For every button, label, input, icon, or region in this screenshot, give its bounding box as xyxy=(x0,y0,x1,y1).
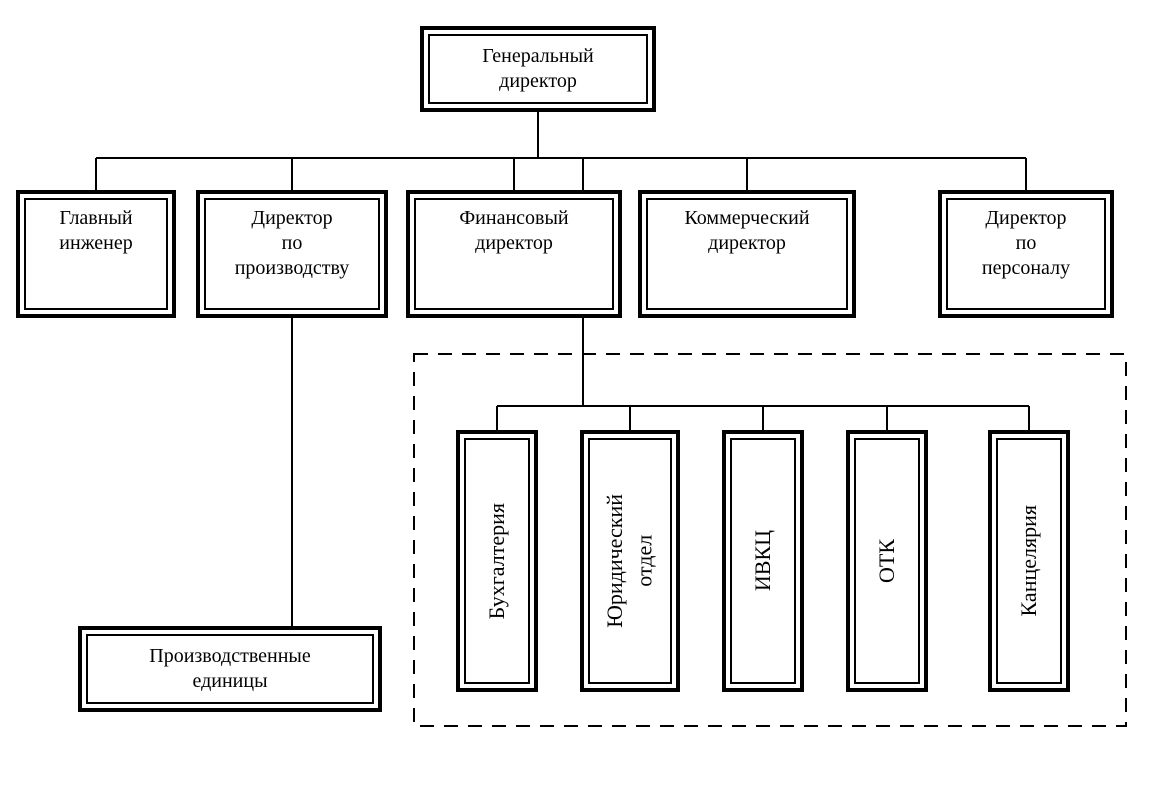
node-ceo: Генеральныйдиректор xyxy=(420,26,656,112)
node-ivkc: ИВКЦ xyxy=(722,430,804,692)
node-otk: ОТК xyxy=(846,430,928,692)
node-fin_dir: Финансовыйдиректор xyxy=(406,190,622,318)
node-label-prod_dir: Директорпопроизводству xyxy=(235,206,350,281)
node-label-hr_dir: Директорпоперсоналу xyxy=(982,206,1070,281)
node-label-legal: Юридическийотдел xyxy=(600,494,659,628)
node-hr_dir: Директорпоперсоналу xyxy=(938,190,1114,318)
org-chart-canvas: Генеральныйдиректор Главныйинженер Директо… xyxy=(0,0,1160,794)
node-prod_units: Производственныеединицы xyxy=(78,626,382,712)
node-label-ivkc: ИВКЦ xyxy=(749,530,777,591)
node-label-otk: ОТК xyxy=(873,539,901,583)
node-label-eng: Главныйинженер xyxy=(59,206,132,256)
node-eng: Главныйинженер xyxy=(16,190,176,318)
node-acc: Бухгалтерия xyxy=(456,430,538,692)
node-label-prod_units: Производственныеединицы xyxy=(149,644,311,694)
node-label-fin_dir: Финансовыйдиректор xyxy=(459,206,568,256)
node-label-acc: Бухгалтерия xyxy=(483,503,511,619)
node-label-office: Канцелярия xyxy=(1015,505,1043,616)
node-office: Канцелярия xyxy=(988,430,1070,692)
node-com_dir: Коммерческийдиректор xyxy=(638,190,856,318)
node-legal: Юридическийотдел xyxy=(580,430,680,692)
node-label-ceo: Генеральныйдиректор xyxy=(482,44,594,94)
node-label-com_dir: Коммерческийдиректор xyxy=(684,206,809,256)
node-prod_dir: Директорпопроизводству xyxy=(196,190,388,318)
